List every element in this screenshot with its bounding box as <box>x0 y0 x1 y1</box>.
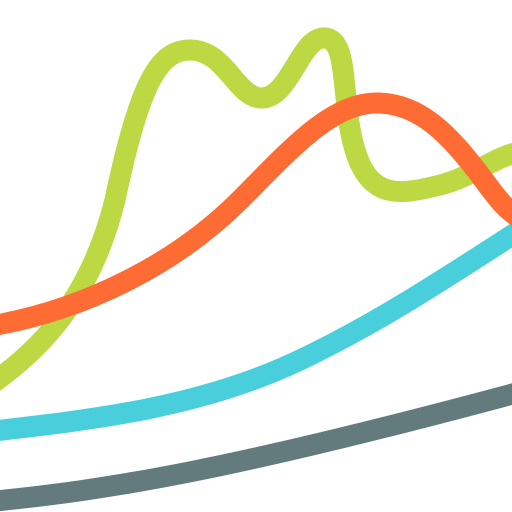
lime-wave-line <box>0 27 512 391</box>
slate-wave-line <box>0 383 512 512</box>
cyan-wave-line <box>0 222 512 441</box>
orange-wave-line <box>0 92 512 335</box>
